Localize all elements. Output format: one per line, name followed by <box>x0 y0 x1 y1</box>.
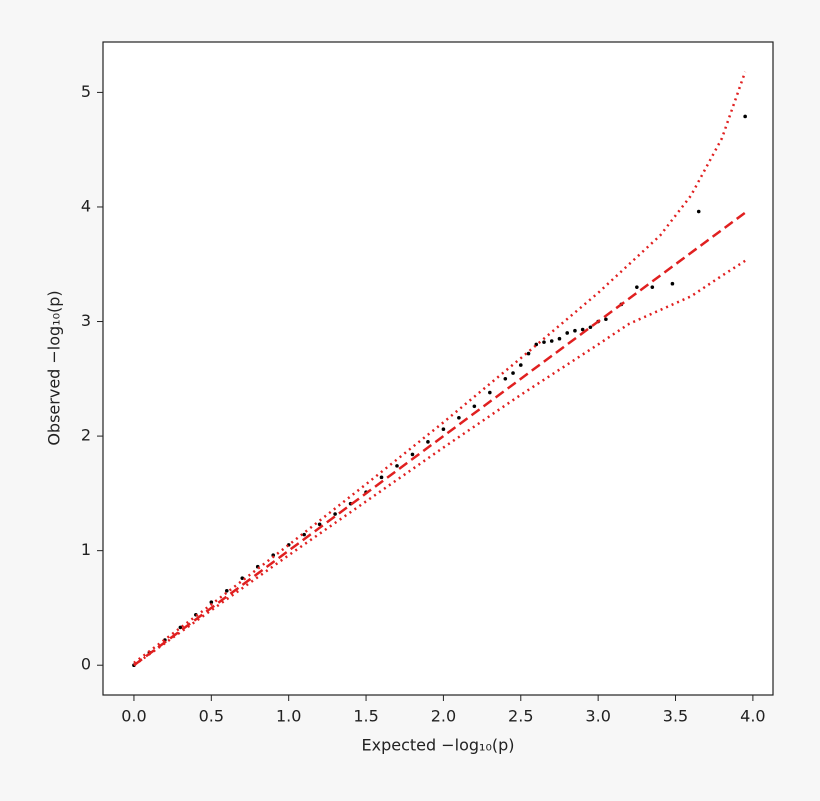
point <box>511 371 515 375</box>
point <box>457 415 461 420</box>
point <box>240 576 245 580</box>
point <box>178 625 183 630</box>
point <box>410 452 415 457</box>
reference-line <box>133 71 747 664</box>
y-tick-label: 1 <box>81 540 91 559</box>
point <box>650 285 655 289</box>
y-tick-label: 4 <box>81 196 91 215</box>
point <box>670 281 675 286</box>
point <box>302 532 306 537</box>
x-axis-label: Expected −log₁₀(p) <box>362 736 515 755</box>
point <box>333 512 337 516</box>
point <box>209 600 214 605</box>
x-tick-label: 4.0 <box>740 707 765 726</box>
point <box>604 317 608 322</box>
point <box>557 336 562 341</box>
x-tick-label: 2.0 <box>431 707 456 726</box>
x-tick-label: 3.5 <box>663 707 688 726</box>
point <box>224 588 229 593</box>
y-tick-label: 0 <box>81 655 91 674</box>
point <box>526 351 531 356</box>
point <box>317 522 322 527</box>
x-tick-label: 3.0 <box>585 707 610 726</box>
y-tick-label: 2 <box>81 426 91 445</box>
y-axis-label: Observed −log₁₀(p) <box>45 290 64 445</box>
point <box>549 339 554 343</box>
y-tick-label: 5 <box>81 82 91 101</box>
reference-line <box>133 211 746 667</box>
point <box>518 363 523 367</box>
point <box>379 475 384 480</box>
point <box>565 331 570 335</box>
point <box>472 404 477 409</box>
point <box>441 427 446 432</box>
point <box>743 114 747 119</box>
x-tick-label: 1.5 <box>353 707 378 726</box>
point <box>588 325 593 330</box>
point <box>503 377 508 381</box>
point <box>395 464 399 468</box>
point <box>542 340 546 344</box>
reference-line <box>133 259 746 667</box>
x-tick-label: 1.0 <box>276 707 301 726</box>
point <box>635 285 639 289</box>
x-tick-label: 0.5 <box>199 707 224 726</box>
plot-frame <box>102 41 774 696</box>
plot-area <box>103 42 773 695</box>
point <box>696 209 701 214</box>
point <box>426 440 430 444</box>
point <box>488 390 492 395</box>
point <box>573 328 577 333</box>
y-tick-label: 3 <box>81 311 91 330</box>
point <box>580 327 585 332</box>
x-tick-label: 2.5 <box>508 707 533 726</box>
x-tick-label: 0.0 <box>121 707 146 726</box>
